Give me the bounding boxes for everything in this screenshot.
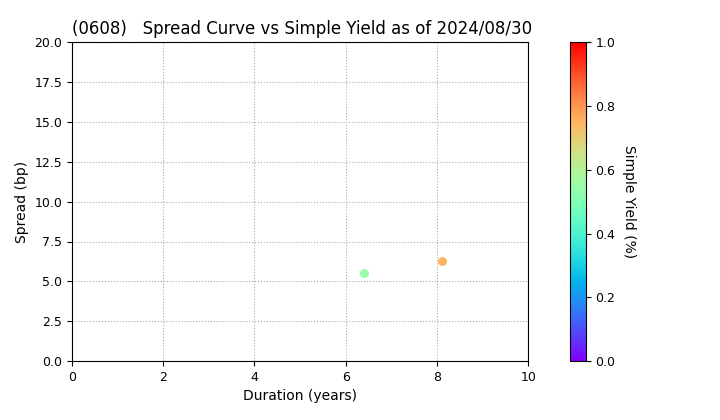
Text: (0608)   Spread Curve vs Simple Yield as of 2024/08/30: (0608) Spread Curve vs Simple Yield as o… <box>72 20 532 38</box>
Y-axis label: Simple Yield (%): Simple Yield (%) <box>622 145 636 258</box>
Point <box>359 270 370 277</box>
Point <box>436 257 447 264</box>
Y-axis label: Spread (bp): Spread (bp) <box>15 160 29 243</box>
X-axis label: Duration (years): Duration (years) <box>243 389 357 404</box>
